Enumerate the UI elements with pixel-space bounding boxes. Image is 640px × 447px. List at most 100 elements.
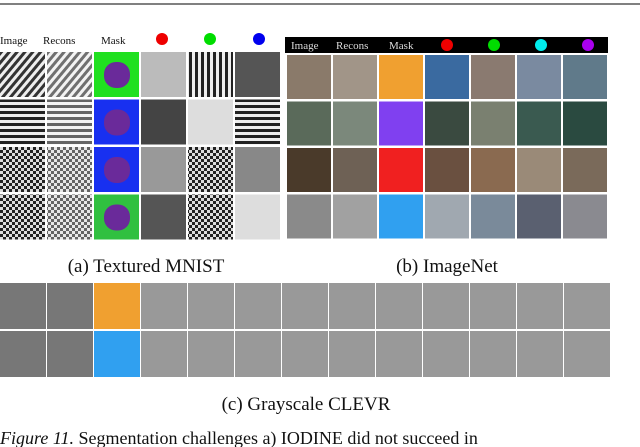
tile bbox=[287, 55, 331, 99]
tile bbox=[0, 331, 46, 377]
tile bbox=[425, 55, 469, 99]
tile bbox=[235, 147, 280, 192]
tile bbox=[287, 194, 331, 239]
slot-dot bbox=[253, 33, 265, 45]
tile bbox=[333, 55, 377, 99]
tile bbox=[329, 331, 375, 377]
tile bbox=[471, 194, 515, 239]
tile bbox=[0, 99, 45, 145]
tile bbox=[329, 283, 375, 329]
tile bbox=[0, 283, 46, 329]
tile bbox=[517, 55, 561, 99]
tile bbox=[425, 194, 469, 239]
tile bbox=[376, 283, 422, 329]
tile bbox=[47, 147, 92, 192]
tile bbox=[188, 331, 234, 377]
slot-dot bbox=[582, 39, 594, 51]
tile bbox=[517, 194, 561, 239]
header: Recons bbox=[336, 40, 368, 52]
slot-dot bbox=[488, 39, 500, 51]
tile bbox=[564, 283, 610, 329]
tile bbox=[188, 147, 233, 192]
panel-label: (b) ImageNet bbox=[396, 256, 499, 277]
slot-dot bbox=[156, 33, 168, 45]
tile bbox=[47, 331, 93, 377]
tile bbox=[0, 147, 45, 192]
tile bbox=[376, 331, 422, 377]
tile bbox=[333, 148, 377, 192]
tile bbox=[470, 283, 516, 329]
tile bbox=[379, 101, 423, 146]
tile bbox=[282, 331, 328, 377]
tile bbox=[333, 101, 377, 146]
tile bbox=[235, 52, 280, 97]
tile bbox=[425, 148, 469, 192]
tile bbox=[423, 283, 469, 329]
header: Mask bbox=[101, 35, 126, 47]
tile bbox=[141, 52, 186, 97]
tile bbox=[47, 283, 93, 329]
tile bbox=[188, 52, 233, 97]
tile bbox=[470, 331, 516, 377]
tile bbox=[471, 55, 515, 99]
tile bbox=[47, 99, 92, 145]
tile bbox=[563, 55, 607, 99]
tile bbox=[471, 148, 515, 192]
slot-dot bbox=[441, 39, 453, 51]
tile bbox=[47, 52, 92, 97]
tile bbox=[141, 147, 186, 192]
panel-label: (a) Textured MNIST bbox=[68, 256, 225, 277]
tile bbox=[379, 194, 423, 239]
tile bbox=[104, 62, 130, 88]
tile bbox=[287, 101, 331, 146]
tile bbox=[94, 283, 140, 329]
caption-label: Figure 11. bbox=[0, 428, 74, 447]
tile bbox=[282, 283, 328, 329]
tile bbox=[517, 101, 561, 146]
tile bbox=[423, 331, 469, 377]
tile bbox=[471, 101, 515, 146]
tile bbox=[104, 157, 130, 183]
header: Mask bbox=[389, 40, 414, 52]
tile bbox=[333, 194, 377, 239]
tile bbox=[235, 331, 281, 377]
tile bbox=[47, 194, 92, 240]
tile bbox=[517, 331, 563, 377]
header: Recons bbox=[43, 35, 75, 47]
tile bbox=[188, 283, 234, 329]
caption: Figure 11. Segmentation challenges a) IO… bbox=[0, 428, 478, 447]
tile bbox=[517, 148, 561, 192]
slot-dot bbox=[535, 39, 547, 51]
tile bbox=[379, 148, 423, 192]
tile bbox=[563, 194, 607, 239]
tile bbox=[425, 101, 469, 146]
tile bbox=[188, 194, 233, 240]
tile bbox=[379, 55, 423, 99]
tile bbox=[235, 194, 280, 240]
tile bbox=[141, 194, 186, 240]
panel-label: (c) Grayscale CLEVR bbox=[222, 394, 391, 415]
tile bbox=[287, 148, 331, 192]
tile bbox=[235, 99, 280, 145]
tile bbox=[188, 99, 233, 145]
header: Image bbox=[291, 40, 319, 52]
tile bbox=[94, 331, 140, 377]
tile bbox=[141, 283, 187, 329]
tiles bbox=[0, 52, 610, 377]
tile bbox=[141, 331, 187, 377]
tile bbox=[0, 52, 45, 97]
tile bbox=[563, 101, 607, 146]
tile bbox=[104, 204, 130, 231]
tile bbox=[141, 99, 186, 145]
tile bbox=[517, 283, 563, 329]
tile bbox=[104, 109, 130, 136]
tile bbox=[563, 148, 607, 192]
tile bbox=[564, 331, 610, 377]
tile bbox=[0, 194, 45, 240]
header: Image bbox=[0, 35, 28, 47]
caption-text: Segmentation challenges a) IODINE did no… bbox=[79, 428, 478, 447]
tile bbox=[235, 283, 281, 329]
slot-dot bbox=[204, 33, 216, 45]
